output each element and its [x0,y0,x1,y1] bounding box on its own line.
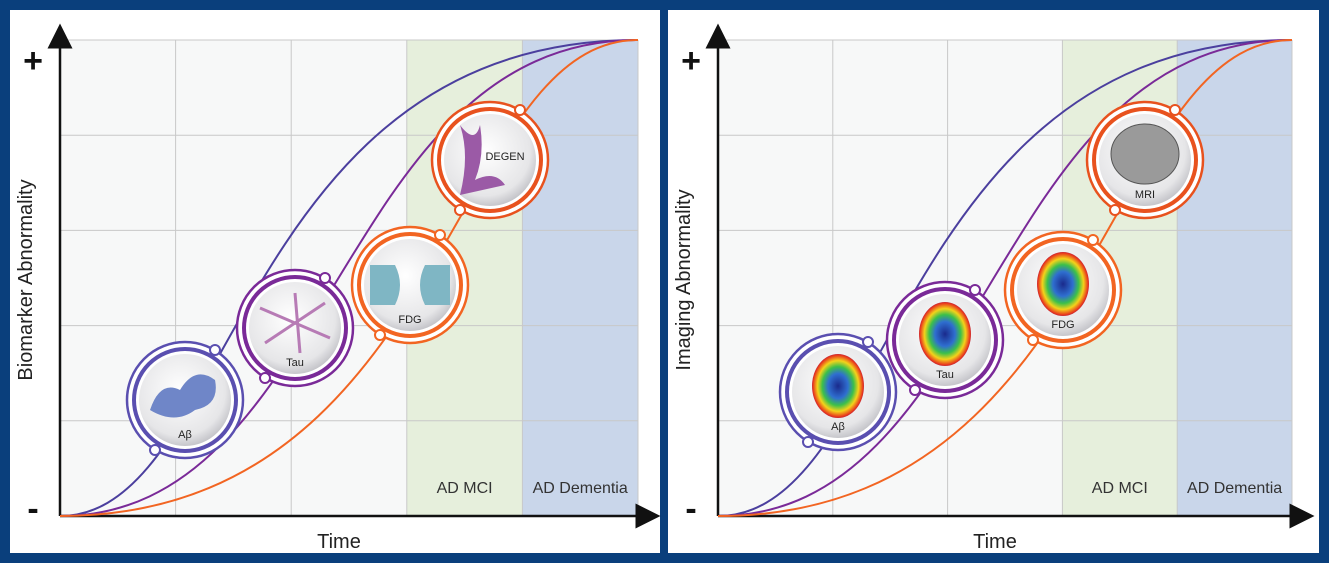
node-dot [259,372,271,384]
brain-scan [1037,252,1089,316]
minus-sign: - [27,490,38,528]
node-dot [434,229,446,241]
node-dot [374,329,386,341]
node-label: FDG [398,314,421,326]
node-dot [209,344,221,356]
node-label: Tau [286,357,304,369]
node-disc [364,239,456,331]
node-dot [514,104,526,116]
node-dot [454,204,466,216]
region-dementia [522,40,638,516]
y-label: Biomarker Abnormality [15,179,37,380]
node-label: FDG [1051,319,1074,331]
node-label: DEGEN [485,151,524,163]
brain-mri [1110,123,1180,185]
node-ring [357,232,463,338]
x-label: Time [973,531,1017,553]
node-ring [785,339,891,445]
region-pre [60,40,407,516]
node-dot [1109,204,1121,216]
region-label: AD MCI [1092,480,1148,497]
region-dementia [1177,40,1292,516]
node-ring [1092,107,1198,213]
synapse-icon [370,265,400,305]
region-label: AD Dementia [1187,480,1282,497]
region-label: AD Dementia [533,480,628,497]
node-ring [242,275,348,381]
node-ring [1010,237,1116,343]
node-disc [249,282,341,374]
region-label: AD MCI [437,480,493,497]
brain-scan [919,302,971,366]
curve [59,39,639,517]
node-dot [802,436,814,448]
node-dot [1087,234,1099,246]
node-label: Aβ [178,429,192,441]
node-dot [862,336,874,348]
plus-sign: + [681,42,701,80]
tau-icon [259,292,331,354]
x-label: Time [317,531,361,553]
node-dot [1169,104,1181,116]
node-dot [969,284,981,296]
brain-scan [812,354,864,418]
minus-sign: - [685,490,696,528]
curve [717,39,1293,517]
node-ring [892,287,998,393]
node-label: Tau [936,369,954,381]
node-label: Aβ [831,421,845,433]
node-dot [319,272,331,284]
node-label: MRI [1135,189,1155,201]
node-dot [1027,334,1039,346]
node-ring [437,107,543,213]
node-dot [909,384,921,396]
node-dot [149,444,161,456]
node-ring [132,347,238,453]
amyloid-icon [150,374,216,418]
y-label: Imaging Abnormality [673,189,695,370]
plus-sign: + [23,42,43,80]
neuron-icon [460,125,505,195]
curve [717,39,1293,517]
synapse-icon [420,265,450,305]
